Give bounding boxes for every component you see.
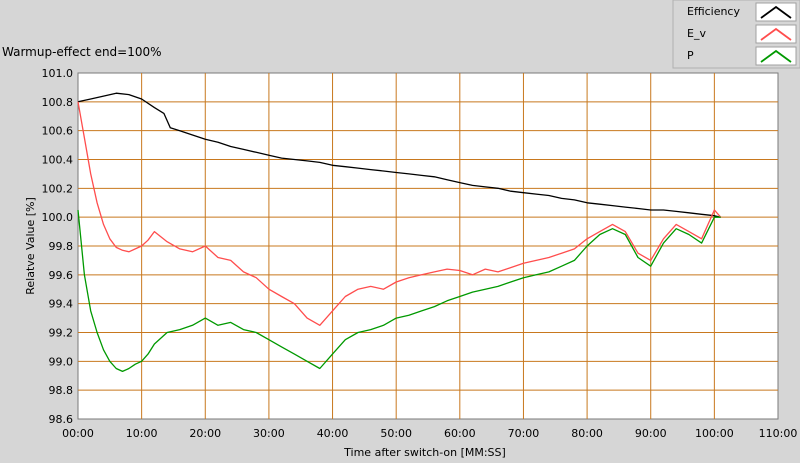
y-axis-ticks: 98.6 98.8 99.0 99.2 99.4 99.6 99.8 100.0 100.2 10… (42, 67, 74, 426)
grid-horizontal (78, 101, 778, 391)
legend-label: P (687, 49, 694, 62)
y-tick-label: 99.4 (49, 298, 74, 311)
x-tick-label: 30:00 (253, 427, 285, 440)
y-tick-label: 100.6 (42, 125, 74, 138)
y-tick-label: 100.8 (42, 96, 74, 109)
x-tick-label: 90:00 (635, 427, 667, 440)
y-axis-title: Relatve Value [%] (24, 197, 37, 295)
legend-swatch-box (755, 24, 797, 44)
legend-swatch-line (760, 5, 792, 19)
x-axis-title: Time after switch-on [MM:SS] (343, 446, 506, 459)
x-axis-ticks: 00:00 10:00 20:00 30:00 40:00 50:00 60:00 70:00… (62, 427, 797, 440)
x-tick-label: 00:00 (62, 427, 94, 440)
legend-swatch-line (760, 27, 792, 41)
legend-label: E_v (687, 27, 706, 40)
series-line-e-v (77, 101, 722, 326)
series-group (77, 92, 722, 373)
legend-swatch-line (760, 49, 792, 63)
y-tick-label: 100.4 (42, 154, 74, 167)
x-tick-label: 100:00 (695, 427, 734, 440)
y-tick-label: 99.2 (49, 327, 74, 340)
x-tick-label: 20:00 (189, 427, 221, 440)
series-line-p (77, 209, 721, 373)
x-tick-label: 50:00 (380, 427, 412, 440)
y-tick-label: 99.6 (49, 269, 74, 282)
y-tick-label: 98.8 (49, 384, 74, 397)
x-tick-label: 70:00 (508, 427, 540, 440)
y-tick-label: 100.2 (42, 182, 74, 195)
y-tick-label: 99.8 (49, 240, 74, 253)
legend-swatch-box (755, 46, 797, 66)
legend-swatch-box (755, 2, 797, 22)
y-tick-label: 99.0 (49, 355, 74, 368)
legend-label: Efficiency (687, 5, 740, 18)
x-tick-label: 80:00 (571, 427, 603, 440)
x-tick-label: 110:00 (759, 427, 798, 440)
series-line-efficiency (77, 92, 721, 218)
x-tick-label: 40:00 (317, 427, 349, 440)
legend: Efficiency E_v P (672, 0, 800, 69)
y-tick-label: 98.6 (49, 413, 74, 426)
chart-subtitle: Warmup-effect end=100% (2, 45, 162, 59)
x-tick-label: 60:00 (444, 427, 476, 440)
x-tick-label: 10:00 (126, 427, 158, 440)
y-tick-label: 101.0 (42, 67, 74, 80)
y-tick-label: 100.0 (42, 211, 74, 224)
